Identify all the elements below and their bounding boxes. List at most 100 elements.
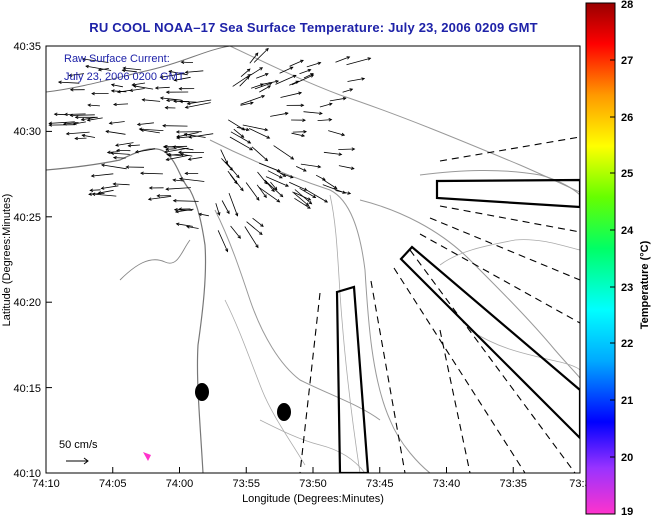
current-vector xyxy=(300,163,321,168)
current-vector-head xyxy=(328,118,333,122)
current-vector-head xyxy=(289,66,294,70)
current-vector xyxy=(328,130,345,136)
current-vector-head xyxy=(349,88,354,92)
current-vector xyxy=(253,48,269,63)
current-vector-head xyxy=(292,74,297,79)
current-vector-head xyxy=(186,101,191,106)
current-vector xyxy=(346,57,371,66)
current-vector xyxy=(174,76,191,81)
current-vector-head xyxy=(298,91,303,95)
y-tick-label: 40:20 xyxy=(13,297,41,309)
scale-arrow xyxy=(66,457,89,465)
current-vector xyxy=(303,111,323,114)
current-vector-head xyxy=(48,121,53,125)
current-vector xyxy=(242,124,268,131)
current-vector xyxy=(166,187,191,190)
current-vector-head xyxy=(249,147,254,151)
current-vector xyxy=(137,122,154,125)
current-vector-head xyxy=(250,101,254,105)
current-vector xyxy=(82,58,109,63)
current-vector-head xyxy=(307,197,312,201)
current-vector-head xyxy=(265,47,269,52)
current-vector-head xyxy=(261,95,266,99)
current-vector-head xyxy=(184,171,189,176)
current-vector-head xyxy=(154,86,159,90)
current-vector xyxy=(109,121,125,124)
current-vector-head xyxy=(85,64,89,69)
current-vector xyxy=(227,119,245,131)
current-vector xyxy=(254,82,272,90)
current-vector-head xyxy=(342,96,347,101)
current-vector xyxy=(54,113,66,116)
current-vector-head xyxy=(341,132,346,137)
current-vector-head xyxy=(166,98,170,103)
current-vector xyxy=(115,142,134,146)
current-vector-head xyxy=(259,67,264,71)
current-vector-head xyxy=(319,111,323,115)
transect-box-1 xyxy=(435,178,580,209)
current-vector xyxy=(240,95,265,105)
current-vector xyxy=(252,217,264,227)
current-vector xyxy=(87,117,103,121)
current-vector-head xyxy=(338,152,343,156)
current-vector xyxy=(229,136,253,151)
current-vector-head xyxy=(198,212,202,217)
current-vector-head xyxy=(174,209,179,214)
current-vector-head xyxy=(69,113,74,118)
current-vector xyxy=(184,133,206,138)
current-vector-head xyxy=(183,132,188,137)
current-vector-head xyxy=(159,75,164,79)
current-vector-head xyxy=(80,117,85,122)
colorbar-ticks xyxy=(610,59,615,458)
current-vector-head xyxy=(346,56,351,60)
current-vector xyxy=(140,172,163,175)
current-vector-head xyxy=(74,136,78,141)
current-vector-head xyxy=(125,165,130,169)
colorbar-tick-label: 26 xyxy=(621,112,633,124)
current-vector xyxy=(251,146,268,161)
x-tick-label: 73:3 xyxy=(569,478,590,490)
current-vector-head xyxy=(81,57,86,62)
current-vector xyxy=(225,162,240,178)
current-vector-head xyxy=(235,212,239,217)
current-vector-head xyxy=(275,79,280,84)
bathy-contour-6 xyxy=(224,299,306,466)
current-vector-head xyxy=(258,231,263,236)
current-vector-head xyxy=(86,118,91,122)
current-vector-head xyxy=(180,60,185,64)
current-vector xyxy=(66,131,90,135)
current-vector xyxy=(160,73,185,78)
current-vector-head xyxy=(88,192,92,196)
current-vector-head xyxy=(172,178,177,182)
current-vector-head xyxy=(328,102,333,106)
current-vector-head xyxy=(290,156,295,160)
current-vector xyxy=(342,88,353,93)
overlay-line1: Raw Surface Current: xyxy=(64,53,170,65)
current-vector-head xyxy=(110,83,115,87)
current-vector-head xyxy=(131,82,136,87)
current-vector xyxy=(142,99,161,102)
current-vector-head xyxy=(138,127,143,132)
current-vector-head xyxy=(65,131,70,136)
current-vector-head xyxy=(226,210,230,215)
scale-label: 50 cm/s xyxy=(59,439,98,451)
current-vector-head xyxy=(178,177,183,181)
colorbar-tick-label: 23 xyxy=(621,282,633,294)
current-vector xyxy=(113,103,129,105)
current-vector xyxy=(166,148,177,150)
current-vector xyxy=(63,122,79,125)
current-vector-head xyxy=(90,174,95,178)
current-vector xyxy=(315,174,326,181)
current-vector xyxy=(240,68,251,78)
station-marker xyxy=(195,383,209,401)
current-vector-head xyxy=(162,124,166,128)
current-vector xyxy=(232,74,251,87)
current-vector xyxy=(273,145,294,160)
current-vector xyxy=(293,192,311,201)
current-vector-head xyxy=(305,202,310,207)
current-vector xyxy=(135,148,156,153)
current-vector-head xyxy=(100,163,105,167)
current-vector xyxy=(113,157,126,159)
current-vector-head xyxy=(87,103,91,107)
current-vector-head xyxy=(317,61,322,65)
